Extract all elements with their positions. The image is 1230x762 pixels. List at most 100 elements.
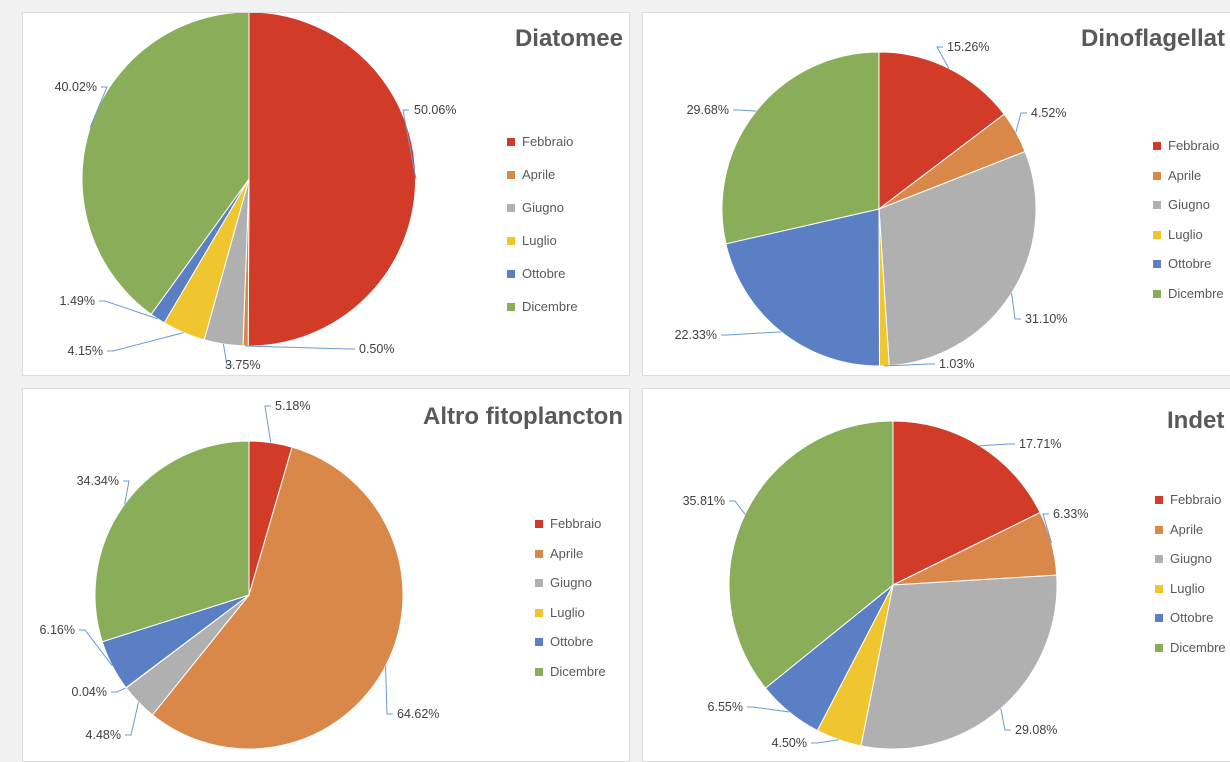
legend-swatch: [1153, 171, 1161, 180]
data-label-ottobre: 22.33%: [675, 328, 717, 342]
legend-label: Ottobre: [1168, 256, 1212, 271]
legend-swatch: [535, 549, 543, 558]
legend-swatch: [1153, 230, 1161, 239]
legend-entry-luglio: Luglio: [1155, 580, 1226, 612]
data-label-dicembre: 40.02%: [55, 80, 97, 94]
chart-title: Altro fitoplancton: [423, 403, 623, 430]
data-label-luglio: 1.03%: [939, 357, 974, 371]
legend-label: Dicembre: [550, 663, 606, 679]
leader-line: [884, 363, 935, 367]
legend-label: Giugno: [522, 200, 564, 215]
legend-entry-aprile: Aprile: [1155, 521, 1226, 553]
pie-slice-febbraio: [892, 420, 1041, 586]
pie-slice-dicembre: [81, 13, 250, 315]
legend-swatch: [535, 608, 543, 617]
legend-entry-aprile: Aprile: [507, 168, 578, 201]
leader-line: [385, 666, 393, 715]
legend-swatch: [507, 204, 515, 212]
legend-label: Aprile: [550, 545, 584, 561]
leader-line: [979, 443, 1015, 447]
legend-label: Febbraio: [550, 516, 602, 531]
leader-line: [936, 46, 950, 69]
legend-entry-dicembre: Dicembre: [1153, 285, 1224, 317]
legend-entry-ottobre: Ottobre: [507, 267, 578, 300]
legend-swatch: [535, 667, 543, 676]
legend-label: Giugno: [550, 575, 592, 590]
legend-label: Dicembre: [522, 299, 578, 314]
data-label-aprile: 4.52%: [1031, 106, 1066, 120]
pie-slice-dicembre: [728, 420, 894, 689]
leader-line: [729, 500, 746, 515]
chart-legend: Febbraio Aprile Giugno Luglio Ottobre Di…: [1155, 493, 1226, 670]
data-label-ottobre: 6.55%: [708, 700, 743, 714]
legend-swatch: [535, 520, 543, 528]
pie-slice-ottobre: [725, 208, 880, 367]
legend-swatch: [507, 303, 515, 311]
legend-entry-ottobre: Ottobre: [1155, 611, 1226, 641]
chart-panel-diatomee: 50.06% 0.50% 3.75% 4.15% 1.49% 40.02% Diatome…: [22, 12, 630, 376]
data-label-giugno: 4.48%: [86, 728, 121, 742]
legend-entry-giugno: Giugno: [507, 201, 578, 234]
leader-line: [1011, 293, 1021, 320]
leader-line: [99, 300, 158, 320]
chart-legend: Febbraio Aprile Giugno Luglio Ottobre Di…: [507, 135, 578, 333]
legend-label: Ottobre: [1170, 610, 1214, 625]
legend-entry-dicembre: Dicembre: [507, 300, 578, 333]
leader-line: [721, 331, 782, 336]
legend-label: Luglio: [550, 604, 585, 620]
legend-label: Giugno: [1170, 551, 1212, 566]
data-label-ottobre: 6.16%: [40, 623, 75, 637]
data-label-febbraio: 15.26%: [947, 40, 989, 54]
legend-label: Ottobre: [522, 266, 566, 281]
legend-entry-giugno: Giugno: [1155, 552, 1226, 582]
leader-line: [125, 702, 139, 736]
legend-swatch: [1155, 614, 1163, 622]
legend-entry-aprile: Aprile: [535, 545, 606, 577]
legend-entry-ottobre: Ottobre: [1153, 257, 1224, 287]
data-label-luglio: 4.15%: [68, 344, 103, 358]
legend-entry-dicembre: Dicembre: [535, 663, 606, 695]
leader-line: [107, 332, 184, 352]
data-label-aprile: 6.33%: [1053, 507, 1088, 521]
leader-line: [1015, 112, 1027, 133]
pie-slice-giugno: [878, 150, 1037, 367]
leader-line: [89, 86, 108, 128]
legend-label: Dicembre: [1170, 639, 1226, 655]
legend-label: Aprile: [1170, 521, 1204, 537]
pie-slice-dicembre: [721, 51, 880, 245]
data-label-dicembre: 29.68%: [687, 103, 729, 117]
legend-label: Luglio: [522, 233, 557, 248]
pie-slice-aprile: [151, 446, 404, 750]
legend-swatch: [1155, 496, 1163, 504]
leader-line: [222, 343, 233, 366]
legend-label: Febbraio: [1168, 138, 1220, 153]
data-label-giugno: 29.08%: [1015, 723, 1057, 737]
legend-swatch: [1155, 555, 1163, 563]
legend-entry-luglio: Luglio: [1153, 226, 1224, 258]
legend-swatch: [507, 138, 515, 146]
data-label-aprile: 0.50%: [359, 342, 394, 356]
data-label-luglio: 0.04%: [72, 685, 107, 699]
leader-line: [1042, 513, 1053, 544]
pie-chart-dinoflagellat: 15.26% 4.52% 31.10% 1.03% 22.33% 29.68%: [675, 40, 1068, 371]
legend-entry-dicembre: Dicembre: [1155, 639, 1226, 671]
chart-panel-altro-fitoplancton: 5.18% 64.62% 4.48% 0.04% 6.16% 34.34% Altro f…: [22, 388, 630, 762]
data-label-giugno: 31.10%: [1025, 312, 1067, 326]
leader-line: [123, 480, 130, 505]
legend-entry-aprile: Aprile: [1153, 168, 1224, 199]
pie-chart-altro-fitoplancton: 5.18% 64.62% 4.48% 0.04% 6.16% 34.34%: [40, 399, 439, 750]
legend-swatch: [1153, 142, 1161, 150]
pie-chart-diatomee: 50.06% 0.50% 3.75% 4.15% 1.49% 40.02%: [55, 13, 456, 372]
legend-label: Dicembre: [1168, 285, 1224, 301]
legend-swatch: [1155, 643, 1163, 652]
legend-entry-febbraio: Febbraio: [507, 135, 578, 168]
legend-label: Febbraio: [1170, 492, 1222, 507]
data-label-febbraio: 50.06%: [414, 103, 456, 117]
leader-line: [811, 739, 839, 744]
data-label-ottobre: 1.49%: [60, 294, 95, 308]
data-label-giugno: 3.75%: [225, 358, 260, 372]
legend-label: Luglio: [1168, 226, 1203, 242]
pie-slice-febbraio: [878, 51, 1005, 211]
legend-swatch: [507, 270, 515, 278]
legend-label: Luglio: [1170, 580, 1205, 596]
